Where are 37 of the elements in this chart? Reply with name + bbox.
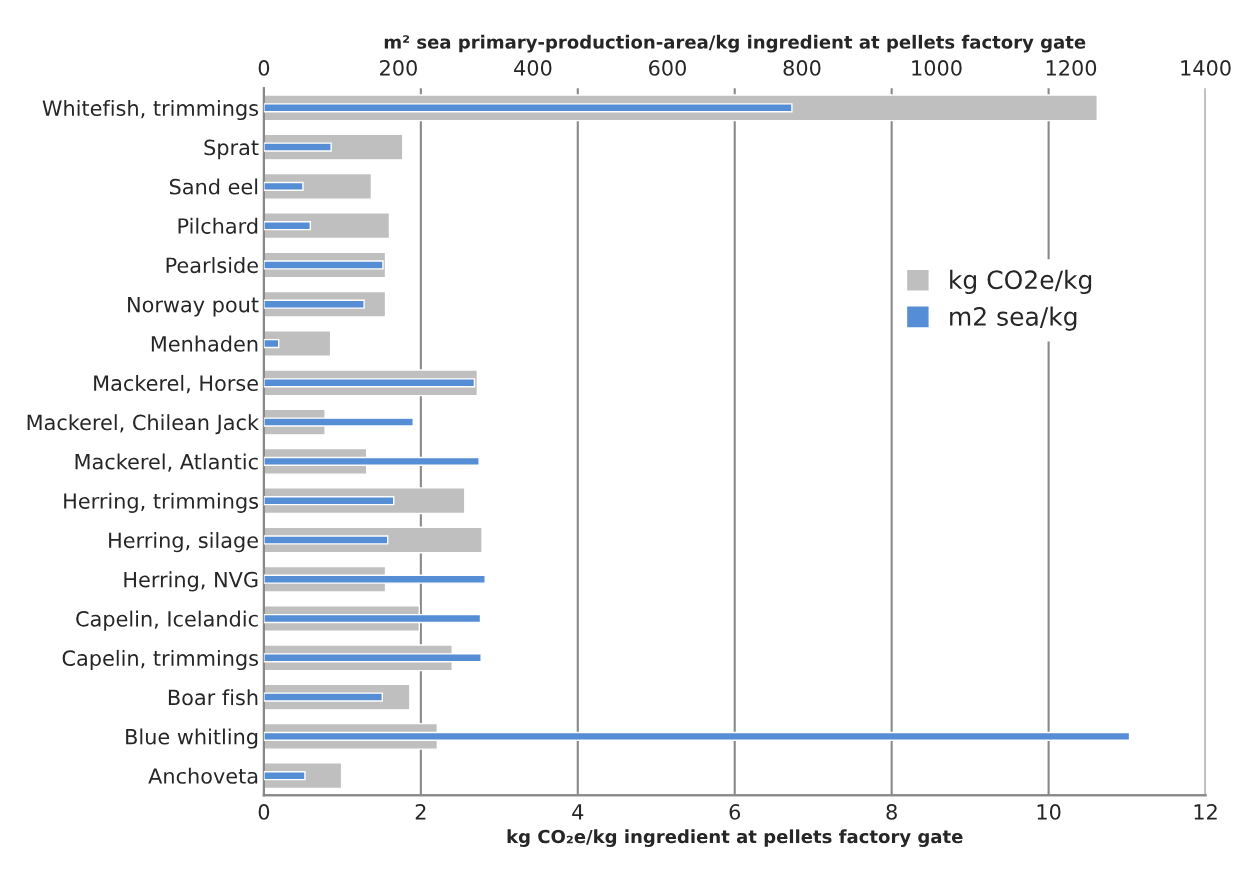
x-tick-label: 8 <box>886 804 897 820</box>
y-tick-label: Mackerel, Chilean Jack <box>27 414 259 435</box>
x2-tick-label: 600 <box>649 60 686 76</box>
y-tick-label: Capelin, Icelandic <box>76 610 258 631</box>
y-tick-label: Blue whitling <box>126 728 258 749</box>
y-tick-label: Menhaden <box>151 335 258 352</box>
y-tick-label: Whitefish, trimmings <box>42 99 259 121</box>
y-tick-label: Mackerel, Horse <box>94 374 258 394</box>
y-tick-label: Herring, trimmings <box>64 492 259 513</box>
y-tick-label: Capelin, trimmings <box>62 649 259 671</box>
x-tick-label: 0 <box>258 804 270 820</box>
x-tick-label: 2 <box>415 804 426 820</box>
y-tick-label: Herring, NVG <box>124 571 258 592</box>
y-tick-label: Norway pout <box>128 296 259 317</box>
x-axis-title: kg CO₂e/kg ingredient at pellets factory gate <box>507 829 963 847</box>
x-tick-label: 6 <box>729 804 741 820</box>
x2-tick-label: 200 <box>380 60 417 76</box>
y-tick-label: Sprat <box>204 139 259 160</box>
legend-label: m2 sea/kg <box>950 306 1077 331</box>
x2-tick-label: 800 <box>783 60 821 76</box>
x2-axis-title: m² sea primary-production-area/kg ingredient at pellets factory gate <box>384 34 1086 53</box>
y-tick-label: Herring, silage <box>109 532 258 553</box>
y-tick-label: Pilchard <box>178 217 258 234</box>
x-tick-label: 12 <box>1194 804 1217 820</box>
y-tick-label: Mackerel, Atlantic <box>75 453 258 472</box>
y-tick-label: Pearlside <box>166 257 258 274</box>
x2-tick-label: 1000 <box>912 60 962 76</box>
y-tick-label: Boar fish <box>168 689 258 706</box>
x2-tick-label: 400 <box>514 60 552 76</box>
x-tick-label: 4 <box>572 804 584 820</box>
legend-label: kg CO2e/kg <box>950 269 1092 295</box>
y-tick-label: Anchoveta <box>148 767 258 784</box>
x-tick-label: 10 <box>1037 804 1061 820</box>
x2-tick-label: 0 <box>258 60 270 76</box>
y-tick-label: Sand eel <box>169 178 258 195</box>
x2-tick-label: 1400 <box>1181 60 1231 76</box>
x2-tick-label: 1200 <box>1046 60 1097 76</box>
